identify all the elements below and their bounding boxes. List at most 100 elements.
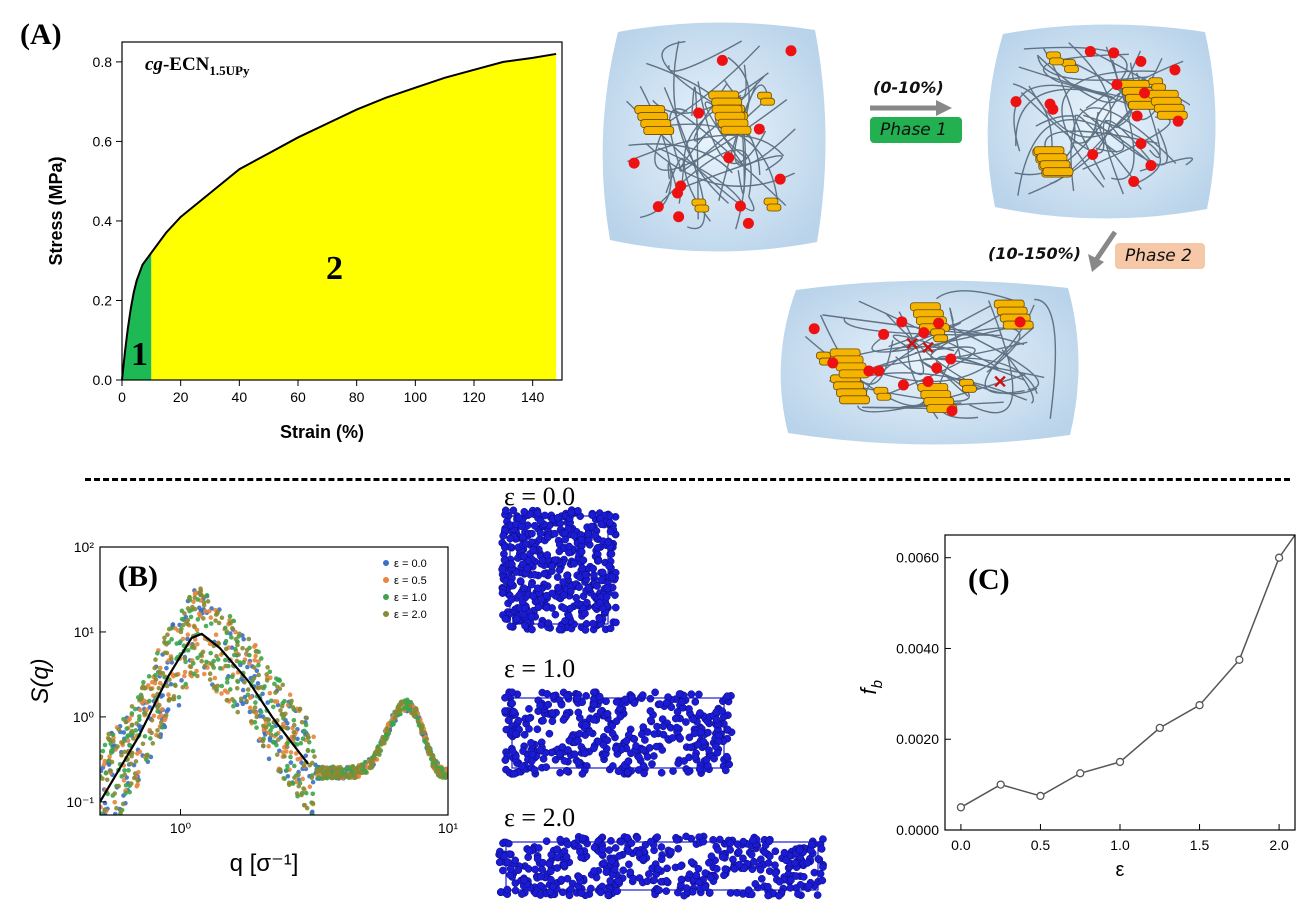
sq-point-3 — [251, 676, 257, 681]
bead — [542, 591, 551, 600]
bead — [720, 871, 728, 880]
bead — [550, 529, 559, 538]
bead — [612, 717, 621, 726]
fb-point — [956, 803, 966, 812]
polymer-chain — [984, 326, 1035, 394]
broken-bond-mark: ✕ — [904, 334, 919, 354]
bead — [581, 749, 589, 758]
upy-cluster — [959, 378, 977, 393]
bead — [506, 622, 515, 631]
sq-point-3 — [432, 763, 437, 769]
sq-point-1 — [311, 734, 316, 740]
sq-point-3 — [235, 642, 240, 648]
bead — [643, 753, 652, 761]
bead — [534, 584, 542, 593]
sq-point-1 — [208, 615, 214, 620]
sq-point-3 — [253, 649, 259, 654]
sq-point-3 — [185, 621, 191, 627]
bead — [520, 876, 529, 884]
sq-point-3 — [310, 800, 316, 806]
sq-point-3 — [166, 698, 172, 703]
bead — [521, 539, 530, 548]
sq-point-2 — [253, 700, 258, 705]
bead — [677, 875, 686, 884]
sq-point-3 — [367, 765, 373, 771]
bead — [650, 752, 658, 760]
sq-point-3 — [237, 631, 242, 637]
bead — [691, 752, 700, 761]
sq-point-1 — [166, 692, 171, 697]
bead — [702, 755, 711, 764]
bead — [599, 741, 608, 749]
sq-point-3 — [309, 775, 315, 781]
crosslink-node — [922, 375, 934, 387]
sq-point-3 — [296, 772, 301, 778]
bead — [667, 847, 675, 856]
sq-point-2 — [282, 698, 287, 704]
sq-point-3 — [224, 697, 230, 703]
fb-point — [996, 780, 1005, 789]
bead — [632, 742, 640, 750]
sq-point-1 — [222, 688, 228, 693]
bead — [771, 847, 780, 856]
sq-point-3 — [286, 780, 292, 786]
sq-point-1 — [194, 641, 200, 647]
sq-point-2 — [224, 630, 230, 636]
sq-point-0 — [234, 702, 240, 708]
sq-point-3 — [111, 738, 116, 744]
crosslink-node — [878, 328, 890, 340]
sq-point-3 — [180, 684, 186, 690]
network-background — [602, 22, 826, 252]
stress-strain-title: cg-ECN1.5UPy — [145, 54, 249, 79]
bead — [537, 621, 546, 629]
sq-point-0 — [168, 681, 174, 687]
sq-point-2 — [110, 746, 116, 752]
sq-point-3 — [213, 618, 218, 623]
sq-point-2 — [137, 714, 142, 719]
sq-point-3 — [168, 656, 174, 662]
sq-point-0 — [285, 773, 291, 779]
sq-point-2 — [174, 641, 180, 646]
fb-point — [1274, 553, 1284, 562]
sq-point-3 — [352, 772, 358, 777]
sq-point-2 — [208, 650, 213, 656]
bead — [658, 746, 667, 754]
sq-point-0 — [147, 705, 153, 710]
bead — [799, 872, 808, 881]
sq-point-0 — [164, 709, 170, 714]
bead — [739, 854, 747, 863]
bead — [623, 768, 632, 777]
bead — [712, 715, 721, 724]
bead — [525, 847, 534, 856]
bead — [608, 573, 617, 582]
upy-cluster — [829, 348, 870, 379]
sq-point-2 — [100, 748, 106, 754]
y-tick-label: 10⁰ — [73, 709, 95, 725]
sq-point-1 — [267, 690, 273, 696]
sq-point-2 — [316, 775, 322, 780]
bead — [747, 890, 756, 899]
sq-point-3 — [200, 649, 206, 655]
sq-point-3 — [427, 746, 433, 751]
crosslink-node — [1131, 110, 1143, 122]
fb-point — [1076, 769, 1085, 778]
sq-point-1 — [212, 675, 218, 681]
sq-point-3 — [353, 767, 359, 773]
sq-point-3 — [249, 719, 254, 724]
sq-point-2 — [284, 768, 289, 773]
sq-point-3 — [148, 686, 154, 692]
sq-point-3 — [379, 742, 384, 747]
bead — [607, 857, 616, 865]
sq-point-0 — [164, 665, 169, 671]
bead — [646, 707, 655, 715]
polymer-chain — [1095, 119, 1125, 153]
sq-point-2 — [271, 704, 276, 710]
sq-point-0 — [255, 681, 261, 686]
sq-point-0 — [241, 636, 246, 642]
bead — [551, 556, 560, 564]
bead — [589, 619, 597, 628]
bead — [674, 759, 683, 768]
sq-point-3 — [338, 764, 343, 770]
bead — [530, 570, 539, 579]
sq-point-3 — [437, 771, 443, 777]
